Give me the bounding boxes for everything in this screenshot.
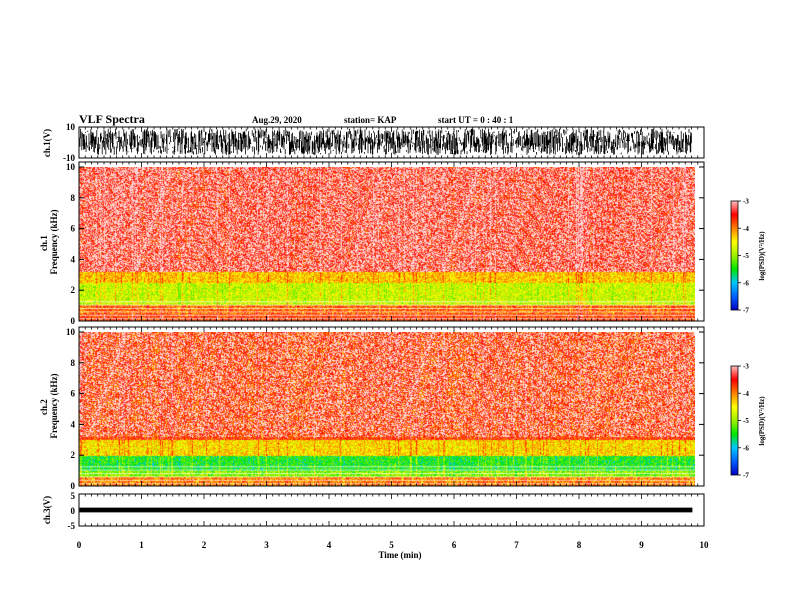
ch3-waveform-trace — [79, 507, 693, 513]
ch1-colorbar: -3 -4 -5 -6 -7 log(PSD)(V²/Hz) — [730, 198, 766, 315]
xtick-label: 10 — [700, 540, 710, 550]
ch1-spectrogram-ylabel: ch.1 Frequency (kHz) — [39, 209, 59, 274]
xtick-label: 9 — [639, 540, 644, 550]
colorbar-tick-label: -5 — [743, 252, 749, 260]
x-axis-label: Time (min) — [378, 550, 421, 560]
ch1-spectrogram-yticks: 0 2 4 6 8 10 — [66, 162, 704, 326]
colorbar-tick-label: -4 — [743, 390, 749, 398]
ytick-label: 4 — [71, 419, 76, 429]
xtick-label: 8 — [577, 540, 582, 550]
ch3-ytick-bottom: -5 — [68, 521, 76, 531]
xtick-label: 5 — [389, 540, 394, 550]
ch1-waveform-ylabel: ch.1(V) — [42, 129, 52, 157]
colorbar-tick-label: -3 — [743, 363, 749, 371]
ytick-label: 8 — [71, 358, 76, 368]
xtick-label: 7 — [514, 540, 519, 550]
ch1-spectrogram-panel: 0 2 4 6 8 10 ch.1 Frequency (kHz) — [39, 161, 705, 326]
ch1-spectrogram-image — [79, 167, 695, 321]
station-label: station= KAP — [344, 115, 397, 125]
ytick-label: 4 — [71, 254, 76, 264]
colorbar-tick-label: -4 — [743, 225, 749, 233]
ch3-ytick-mid: 0 — [71, 506, 76, 516]
ytick-label: 2 — [71, 285, 76, 295]
ch1-ylabel-channel: ch.1 — [39, 235, 49, 251]
ch2-spectrogram-ylabel: ch.2 Frequency (kHz) — [39, 373, 59, 438]
ch3-waveform-ylabel: ch.3(V) — [42, 496, 52, 524]
date-label: Aug.29, 2020 — [252, 115, 302, 125]
ytick-label: 10 — [66, 327, 76, 337]
ch2-colorbar: -3 -4 -5 -6 -7 log(PSD)(V²/Hz) — [730, 363, 766, 480]
ch2-spectrogram-image — [79, 332, 695, 486]
ch2-colorbar-label: log(PSD)(V²/Hz) — [758, 396, 766, 446]
ch3-waveform-panel: 5 0 -5 ch.3(V) — [42, 491, 705, 531]
xtick-label: 0 — [77, 540, 82, 550]
colorbar-tick-label: -3 — [743, 198, 749, 206]
ch1-ytick-top: 10 — [66, 122, 76, 132]
colorbar-tick-label: -5 — [743, 417, 749, 425]
ytick-label: 8 — [71, 193, 76, 203]
ch2-colorbar-gradient — [730, 365, 739, 476]
xtick-label: 4 — [327, 540, 332, 550]
xtick-label: 3 — [264, 540, 269, 550]
ch1-ytick-bottom: -10 — [63, 153, 75, 163]
ch2-spectrogram-yticks: 0 2 4 6 8 10 — [66, 327, 704, 491]
x-axis-tick-labels: 0 1 2 3 4 5 6 7 8 9 10 — [77, 540, 709, 550]
x-axis-tick-marks — [78, 127, 705, 526]
colorbar-tick-label: -6 — [743, 444, 749, 452]
ytick-label: 6 — [71, 224, 76, 234]
ch1-waveform-trace — [79, 128, 692, 155]
ytick-label: 0 — [71, 481, 76, 491]
ch1-colorbar-label: log(PSD)(V²/Hz) — [758, 231, 766, 281]
ch1-colorbar-ticks: -3 -4 -5 -6 -7 — [738, 198, 749, 315]
ch1-waveform-panel: 10 -10 ch.1(V) — [42, 122, 705, 163]
xtick-label: 2 — [202, 540, 207, 550]
xtick-label: 6 — [452, 540, 457, 550]
ytick-label: 10 — [66, 162, 76, 172]
ytick-label: 2 — [71, 450, 76, 460]
start-time-label: start UT = 0 : 40 : 1 — [438, 115, 514, 125]
ytick-label: 6 — [71, 389, 76, 399]
ch2-colorbar-ticks: -3 -4 -5 -6 -7 — [738, 363, 749, 480]
colorbar-tick-label: -7 — [743, 307, 749, 315]
chart-title: VLF Spectra — [79, 112, 145, 126]
xtick-label: 1 — [139, 540, 144, 550]
colorbar-tick-label: -6 — [743, 279, 749, 287]
ch2-ylabel-channel: ch.2 — [39, 399, 49, 415]
ytick-label: 0 — [71, 316, 76, 326]
ch1-ylabel-frequency: Frequency (kHz) — [49, 209, 59, 274]
colorbar-tick-label: -7 — [743, 472, 749, 480]
ch2-spectrogram-panel: 0 2 4 6 8 10 ch.2 Frequency (kHz) — [39, 326, 705, 491]
ch2-ylabel-frequency: Frequency (kHz) — [49, 373, 59, 438]
ch1-colorbar-gradient — [730, 200, 739, 311]
ch3-ytick-top: 5 — [71, 491, 76, 501]
